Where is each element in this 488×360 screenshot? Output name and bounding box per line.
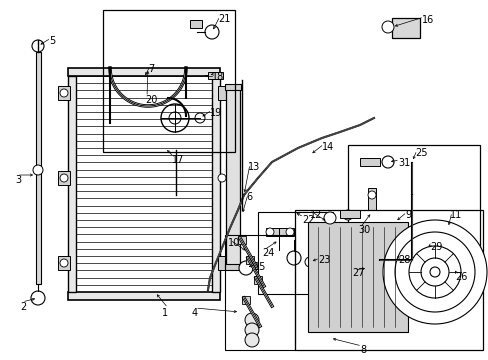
Bar — [347, 145, 479, 293]
Circle shape — [387, 248, 401, 262]
Bar — [307, 222, 407, 332]
Bar — [36, 52, 41, 284]
Text: 18: 18 — [212, 72, 224, 82]
Bar — [258, 212, 332, 294]
Circle shape — [161, 104, 189, 132]
Circle shape — [360, 261, 374, 275]
Text: 4: 4 — [192, 308, 198, 318]
Circle shape — [381, 21, 393, 33]
Circle shape — [32, 40, 44, 52]
Text: 5: 5 — [49, 36, 55, 46]
Text: 29: 29 — [429, 242, 442, 252]
Bar — [218, 86, 227, 100]
Bar — [58, 86, 70, 100]
Circle shape — [286, 251, 301, 265]
Text: 1: 1 — [162, 308, 168, 318]
Text: 17: 17 — [172, 155, 184, 165]
Circle shape — [60, 174, 68, 182]
Text: 2: 2 — [20, 302, 26, 312]
Text: 9: 9 — [404, 210, 410, 220]
Text: 26: 26 — [454, 272, 467, 282]
Bar — [242, 296, 249, 304]
Circle shape — [31, 291, 45, 305]
Bar — [68, 76, 76, 292]
Text: 25: 25 — [414, 148, 427, 158]
Text: 8: 8 — [359, 345, 366, 355]
Circle shape — [265, 228, 273, 236]
Bar — [218, 256, 227, 270]
Bar — [391, 18, 419, 38]
Circle shape — [33, 165, 43, 175]
Text: 15: 15 — [253, 262, 266, 272]
Text: 14: 14 — [321, 142, 334, 152]
Circle shape — [305, 257, 314, 267]
Text: 12: 12 — [309, 210, 322, 220]
Bar — [224, 264, 241, 270]
Text: 20: 20 — [145, 95, 157, 105]
Circle shape — [204, 25, 219, 39]
Bar — [339, 210, 359, 218]
Text: 22: 22 — [302, 215, 314, 225]
Bar — [224, 235, 294, 350]
Circle shape — [60, 89, 68, 97]
Text: 21: 21 — [218, 14, 230, 24]
Text: 27: 27 — [351, 268, 364, 278]
Circle shape — [382, 220, 486, 324]
Circle shape — [417, 240, 433, 256]
Circle shape — [169, 112, 181, 124]
Circle shape — [239, 261, 252, 275]
Circle shape — [285, 228, 293, 236]
Bar — [190, 20, 202, 28]
Bar — [103, 10, 235, 152]
Text: 19: 19 — [209, 108, 222, 118]
Bar — [253, 276, 262, 284]
Bar — [265, 228, 293, 236]
Circle shape — [342, 210, 352, 220]
Bar — [245, 256, 253, 264]
Bar — [212, 76, 220, 292]
Bar — [58, 256, 70, 270]
Bar — [58, 171, 70, 185]
Text: 10: 10 — [227, 238, 240, 248]
Circle shape — [446, 261, 460, 275]
Text: 24: 24 — [262, 248, 274, 258]
Bar — [431, 244, 449, 254]
Text: 3: 3 — [15, 175, 21, 185]
Circle shape — [420, 258, 448, 286]
Text: 31: 31 — [397, 158, 409, 168]
Bar — [68, 68, 220, 76]
Text: 13: 13 — [247, 162, 260, 172]
Bar — [207, 72, 223, 79]
Circle shape — [429, 267, 439, 277]
Bar — [238, 236, 245, 244]
Bar — [359, 272, 379, 280]
Circle shape — [195, 113, 204, 123]
Circle shape — [244, 313, 259, 327]
Text: 6: 6 — [245, 192, 252, 202]
Bar — [359, 158, 379, 166]
Text: 30: 30 — [357, 225, 369, 235]
Bar — [225, 88, 240, 266]
Circle shape — [60, 259, 68, 267]
Circle shape — [408, 246, 460, 298]
Circle shape — [218, 174, 225, 182]
Text: 7: 7 — [148, 64, 154, 74]
Bar — [294, 210, 482, 350]
Circle shape — [324, 212, 335, 224]
Circle shape — [244, 323, 259, 337]
Circle shape — [381, 156, 393, 168]
Text: 11: 11 — [449, 210, 461, 220]
Text: 16: 16 — [421, 15, 433, 25]
Text: 23: 23 — [317, 255, 330, 265]
Circle shape — [244, 333, 259, 347]
Text: 28: 28 — [397, 255, 409, 265]
Bar — [68, 292, 220, 300]
Bar — [224, 84, 241, 90]
Circle shape — [367, 191, 375, 199]
Circle shape — [394, 232, 474, 312]
Bar — [367, 188, 375, 210]
